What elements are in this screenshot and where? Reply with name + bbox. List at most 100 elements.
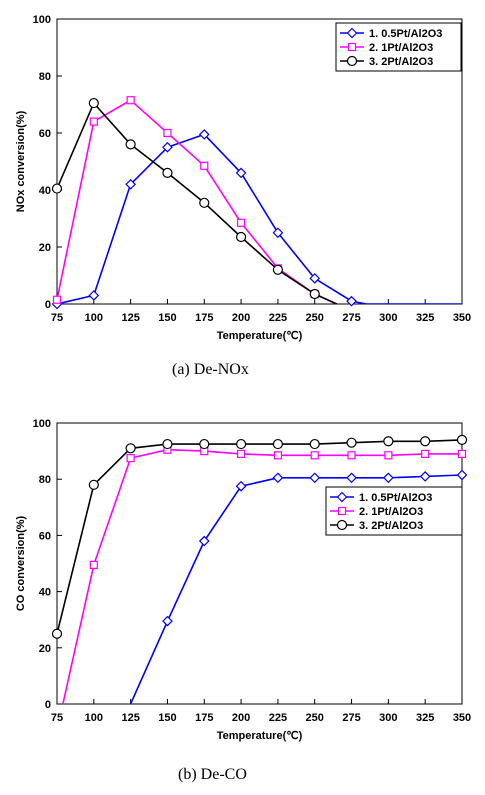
- plot-frame: [56, 18, 463, 305]
- legend-label: 3. 2Pt/Al2O3: [369, 56, 433, 68]
- data-point: [236, 449, 246, 459]
- legend-label: 1. 0.5Pt/Al2O3: [359, 492, 432, 504]
- data-point: [198, 535, 210, 547]
- x-tick-label: 250: [306, 712, 324, 724]
- legend-label: 2. 1Pt/Al2O3: [359, 506, 423, 518]
- data-point: [346, 472, 357, 484]
- legend-marker: [347, 42, 357, 52]
- data-point: [235, 438, 247, 450]
- series-line: [57, 133, 462, 304]
- data-point: [384, 451, 393, 460]
- chart-de-co: 0 20 40 60 80 100 75 100 125 150 175 200 225 250 275 30…: [15, 418, 471, 742]
- legend-marker: [336, 519, 348, 531]
- y-tick-label: 60: [39, 530, 51, 542]
- series-line: [57, 439, 462, 634]
- series-3: [57, 439, 462, 634]
- data-point: [235, 480, 247, 492]
- legend-marker: [346, 55, 358, 67]
- y-tick-label: 100: [33, 418, 51, 430]
- legend-label: 2. 1Pt/Al2O3: [369, 42, 433, 54]
- data-point: [309, 288, 320, 300]
- series-1-markers: [51, 129, 357, 310]
- x-axis-label: Temperature(℃): [217, 730, 303, 742]
- caption-de-nox: (a) De-NOx: [172, 361, 249, 378]
- x-tick-label: 200: [232, 712, 250, 724]
- x-tick-label: 275: [342, 312, 360, 324]
- data-point: [89, 560, 98, 570]
- data-point: [421, 449, 430, 459]
- x-tick-label: 100: [85, 712, 103, 724]
- x-tick-label: 225: [269, 312, 287, 324]
- x-tick-label: 325: [416, 712, 434, 724]
- data-point: [309, 438, 320, 450]
- y-tick-label: 0: [45, 699, 51, 711]
- plot-frame: [56, 422, 463, 705]
- series-line: [62, 448, 462, 704]
- x-tick-label: 350: [453, 712, 471, 724]
- y-axis-label: CO conversion(%): [15, 515, 27, 611]
- legend-marker: [336, 491, 348, 503]
- y-tick-label: 0: [45, 299, 51, 311]
- data-point: [383, 472, 394, 484]
- legend: 1. 0.5Pt/Al2O3 2. 1Pt/Al2O3 3. 2Pt/Al2O3: [335, 22, 462, 72]
- y-tick-label: 40: [39, 185, 51, 197]
- data-point: [235, 231, 247, 243]
- data-point: [88, 479, 99, 490]
- data-point: [163, 128, 172, 138]
- data-point: [52, 295, 62, 304]
- series-1-markers: [162, 469, 468, 627]
- x-tick-label: 100: [85, 312, 103, 324]
- data-point: [199, 197, 210, 208]
- data-point: [88, 97, 99, 109]
- data-point: [88, 290, 100, 301]
- data-point: [198, 129, 210, 140]
- data-point: [162, 141, 173, 153]
- y-tick-label: 40: [39, 587, 51, 599]
- x-tick-label: 150: [158, 712, 176, 724]
- chart-de-nox: 0 20 40 60 80 100 75 100 125 150 175 200 225 250 275 30…: [15, 14, 471, 342]
- series-1: [57, 133, 462, 304]
- data-point: [51, 183, 63, 194]
- series-3: [57, 102, 338, 304]
- series-line: [57, 99, 338, 304]
- data-point: [236, 218, 246, 227]
- data-point: [272, 264, 284, 275]
- legend-marker: [337, 506, 347, 516]
- data-point: [310, 451, 319, 460]
- legend-label: 3. 2Pt/Al2O3: [359, 520, 423, 532]
- x-tick-label: 175: [195, 312, 213, 324]
- legend-marker: [346, 27, 358, 39]
- x-tick-label: 75: [51, 312, 63, 324]
- data-point: [456, 434, 468, 445]
- y-tick-label: 80: [39, 474, 51, 486]
- x-tick-label: 275: [342, 712, 360, 724]
- y-tick-label: 20: [39, 242, 51, 254]
- x-tick-label: 350: [453, 312, 471, 324]
- x-tick-label: 325: [416, 312, 434, 324]
- data-point: [235, 167, 247, 179]
- x-tick-label: 75: [51, 712, 63, 724]
- data-point: [200, 161, 209, 170]
- x-tick-label: 300: [379, 312, 397, 324]
- data-point: [125, 139, 136, 150]
- x-tick-label: 125: [121, 312, 139, 324]
- x-tick-label: 150: [158, 312, 176, 324]
- series-line: [57, 102, 338, 304]
- y-tick-label: 100: [33, 14, 51, 26]
- data-point: [309, 472, 321, 484]
- x-tick-label: 250: [306, 312, 324, 324]
- data-point: [456, 469, 468, 481]
- series-3-markers: [51, 97, 320, 300]
- data-point: [346, 295, 357, 307]
- data-point: [125, 178, 136, 190]
- x-tick-label: 125: [121, 712, 139, 724]
- data-point: [383, 436, 394, 447]
- series-2: [57, 99, 338, 304]
- series-1: [129, 474, 462, 704]
- data-point: [51, 628, 63, 639]
- data-point: [89, 117, 98, 126]
- y-tick-label: 80: [39, 71, 51, 83]
- y-tick-label: 60: [39, 128, 51, 140]
- series-2: [62, 448, 462, 704]
- data-point: [272, 227, 284, 239]
